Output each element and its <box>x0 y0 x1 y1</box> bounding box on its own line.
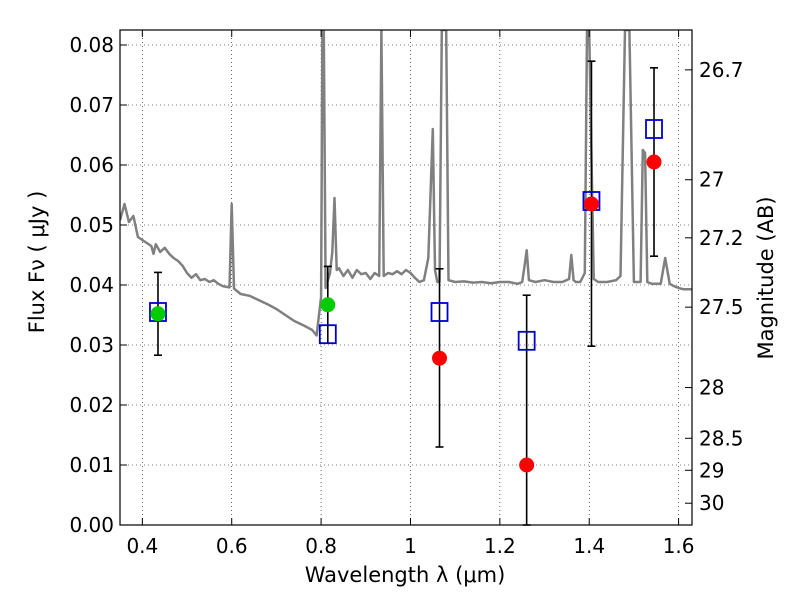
y-tick-label: 0.06 <box>69 153 114 177</box>
x-tick-label: 0.6 <box>216 534 248 558</box>
y-axis-title: Flux Fν ( μJy ) <box>25 191 49 334</box>
y-axis-ticks: 0.00 0.01 0.02 0.03 0.04 0.05 0.06 0.07 0.08 <box>69 33 127 537</box>
y-tick-label: 0.07 <box>69 93 114 117</box>
error-bars <box>153 60 659 526</box>
x-axis-ticks: 0.4 0.6 0.8 1 1.2 1.4 1.6 <box>126 30 695 558</box>
observed-circle-point <box>320 297 336 313</box>
y-tick-label: 0.02 <box>69 393 114 417</box>
x-axis-title: Wavelength λ (μm) <box>305 563 506 587</box>
sed-model-curve <box>120 30 692 337</box>
x-tick-label: 0.8 <box>305 534 337 558</box>
sed-model-line <box>120 30 692 337</box>
model-square-point <box>517 330 536 351</box>
x-tick-label: 0.4 <box>126 534 158 558</box>
y-tick-label: 0.00 <box>69 513 114 537</box>
observed-circle-point <box>150 306 166 322</box>
observed-circle-point <box>646 154 662 170</box>
right-tick-label: 28.5 <box>699 426 744 450</box>
grid-lines <box>120 30 692 526</box>
observed-circle-point <box>583 196 599 212</box>
y-tick-label: 0.05 <box>69 213 114 237</box>
x-tick-label: 1.2 <box>484 534 516 558</box>
x-tick-label: 1 <box>404 534 417 558</box>
right-axis-ticks: 26.7 27 27.2 27.5 28 28.5 29 30 <box>685 58 744 515</box>
right-tick-label: 27.5 <box>699 295 744 319</box>
right-tick-label: 27 <box>699 168 724 192</box>
y-tick-label: 0.01 <box>69 453 114 477</box>
right-tick-label: 28 <box>699 376 724 400</box>
y-tick-label: 0.08 <box>69 33 114 57</box>
right-tick-label: 27.2 <box>699 226 744 250</box>
x-tick-label: 1.4 <box>573 534 605 558</box>
observed-circle-point <box>519 457 535 473</box>
right-tick-label: 29 <box>699 458 724 482</box>
y-tick-label: 0.03 <box>69 333 114 357</box>
model-square-point <box>318 324 337 345</box>
x-tick-label: 1.6 <box>663 534 695 558</box>
right-axis-title: Magnitude (AB) <box>754 196 778 359</box>
right-tick-label: 30 <box>699 491 724 515</box>
plot-frame <box>119 29 693 526</box>
model-square-point <box>645 119 663 139</box>
right-tick-label: 26.7 <box>699 58 744 82</box>
model-square-point <box>430 302 449 322</box>
y-tick-label: 0.04 <box>69 273 114 297</box>
data-markers <box>149 119 663 473</box>
observed-circle-point <box>432 350 448 366</box>
